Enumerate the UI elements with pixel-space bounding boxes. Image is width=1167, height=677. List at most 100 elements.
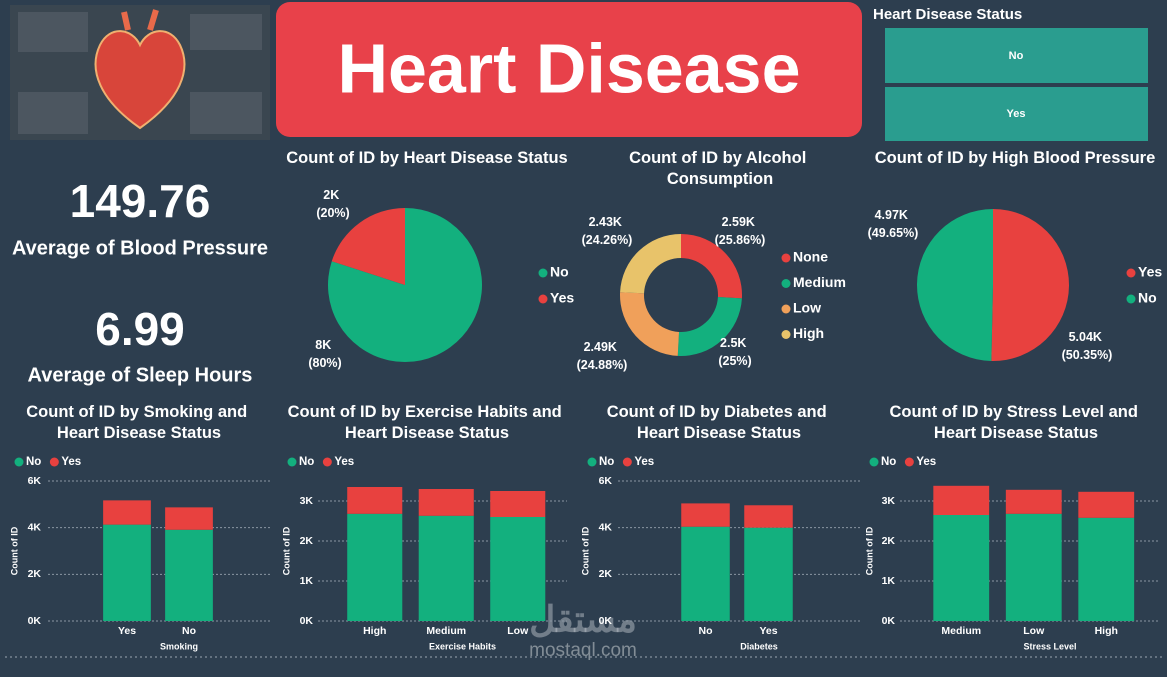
x-tick-label: No: [182, 625, 196, 637]
legend-marker: [287, 457, 297, 467]
y-tick-label: 6K: [28, 475, 42, 487]
chart-title: Count of ID by Diabetes and Heart Diseas…: [607, 403, 832, 442]
bar-segment: [103, 524, 151, 621]
slicer-option-label[interactable]: No: [1009, 50, 1024, 62]
chart-title: Count of ID by Exercise Habits and Heart…: [288, 403, 567, 442]
legend-marker: [781, 304, 791, 314]
y-tick-label: 0K: [599, 615, 613, 627]
chart-title: Count of ID by Stress Level and Heart Di…: [889, 403, 1142, 442]
x-tick-label: Low: [1023, 625, 1045, 637]
y-axis-title: Count of ID: [281, 526, 291, 575]
bar-segment: [490, 517, 546, 621]
y-axis-title: Count of ID: [864, 526, 874, 575]
slicer-option-label[interactable]: Yes: [1007, 108, 1026, 120]
legend-label: None: [793, 249, 828, 265]
legend-label: Yes: [61, 456, 81, 468]
heart-icon: [94, 30, 186, 130]
image-block: [190, 14, 262, 50]
legend-marker: [781, 330, 791, 339]
y-tick-label: 2K: [599, 568, 613, 580]
legend-label: No: [299, 456, 314, 468]
legend-marker: [1126, 268, 1136, 278]
y-tick-label: 0K: [28, 615, 42, 627]
pie-slice: [991, 209, 1069, 362]
bar-segment: [165, 529, 213, 621]
image-block: [18, 12, 88, 52]
data-label: 2.5K (25%): [718, 336, 751, 368]
legend-label: No: [26, 456, 41, 468]
bar-segment: [1078, 491, 1135, 518]
bar-segment: [103, 500, 151, 525]
bar-segment: [418, 515, 474, 621]
y-tick-label: 2K: [28, 568, 42, 580]
y-tick-label: 4K: [599, 521, 613, 533]
bar-segment: [1005, 513, 1062, 621]
card-value: 149.76: [70, 175, 211, 227]
x-tick-label: Medium: [941, 625, 981, 637]
pie-slice: [677, 297, 742, 356]
card-label: Average of Sleep Hours: [28, 364, 253, 386]
legend-label: High: [793, 325, 824, 341]
y-tick-label: 6K: [599, 475, 613, 487]
legend-marker: [1126, 294, 1136, 304]
bar-segment: [490, 491, 546, 517]
x-axis-title: Exercise Habits: [429, 641, 496, 651]
bar-segment: [418, 489, 474, 516]
x-axis-title: Smoking: [160, 641, 198, 651]
data-label: 2.49K (24.88%): [577, 340, 628, 372]
x-tick-label: Low: [507, 625, 529, 637]
y-tick-label: 0K: [300, 615, 314, 627]
legend-label: No: [881, 456, 896, 468]
y-axis-title: Count of ID: [9, 526, 19, 575]
legend-marker: [904, 457, 914, 467]
image-block: [190, 92, 262, 134]
bar-segment: [1005, 489, 1062, 514]
slicer-option[interactable]: [885, 87, 1148, 141]
x-tick-label: Yes: [759, 625, 777, 637]
y-tick-label: 2K: [300, 535, 314, 547]
y-tick-label: 3K: [882, 495, 896, 507]
legend-label: Yes: [1138, 264, 1162, 280]
y-axis-title: Count of ID: [580, 526, 590, 575]
legend-marker: [869, 457, 879, 467]
x-tick-label: High: [363, 625, 386, 637]
data-label: 2.43K (24.26%): [582, 215, 633, 247]
bar-segment: [681, 526, 730, 621]
slicer-option[interactable]: [885, 28, 1148, 83]
y-tick-label: 0K: [882, 615, 896, 627]
bar-segment: [1078, 517, 1135, 621]
data-label: 5.04K (50.35%): [1062, 330, 1113, 362]
legend-label: No: [1138, 290, 1157, 306]
chart-title: Count of ID by Alcohol Consumption: [629, 149, 811, 188]
y-tick-label: 2K: [882, 535, 896, 547]
x-tick-label: High: [1095, 625, 1118, 637]
legend-marker: [538, 268, 548, 278]
pie-slice: [620, 292, 680, 356]
legend-marker: [781, 279, 791, 288]
y-tick-label: 3K: [300, 495, 314, 507]
legend-marker: [538, 294, 548, 304]
page-title: Heart Disease: [337, 29, 800, 107]
legend-label: Medium: [793, 274, 846, 290]
pie-slice: [331, 208, 405, 285]
chart-title: Count of ID by Heart Disease Status: [286, 149, 567, 167]
pie-slice: [681, 234, 742, 299]
bar-segment: [347, 487, 403, 514]
legend-label: No: [599, 456, 614, 468]
legend-marker: [587, 457, 597, 467]
legend-label: Yes: [334, 456, 354, 468]
legend-label: Yes: [916, 456, 936, 468]
data-label: 2.59K (25.86%): [715, 215, 766, 247]
legend-label: Yes: [634, 456, 654, 468]
image-block: [18, 92, 88, 134]
bar-segment: [744, 505, 793, 528]
card-label: Average of Blood Pressure: [12, 237, 268, 259]
legend-marker: [49, 457, 59, 467]
pie-slice: [620, 234, 681, 294]
legend-label: Low: [793, 300, 821, 316]
bar-segment: [744, 527, 793, 621]
y-tick-label: 4K: [28, 521, 42, 533]
bar-segment: [933, 515, 990, 621]
x-axis-title: Diabetes: [740, 641, 778, 651]
